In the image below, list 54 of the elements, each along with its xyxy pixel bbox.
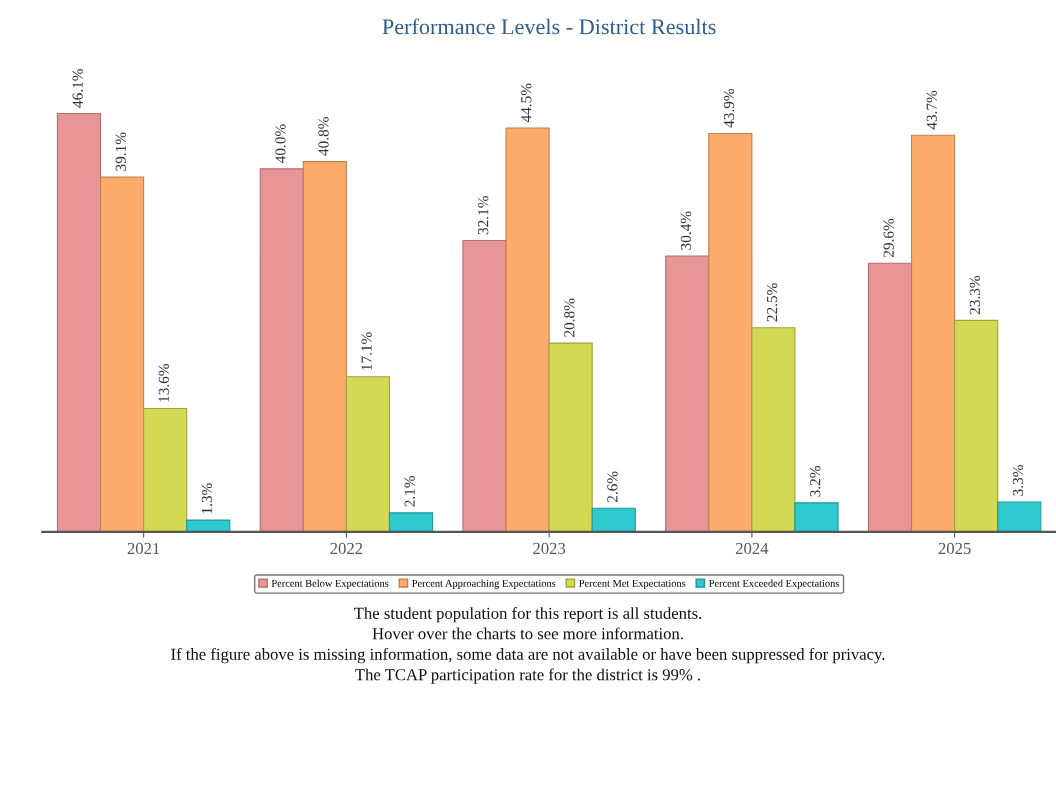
data-label: 39.1% [115,132,126,171]
bar [345,376,391,532]
legend-label: Percent Met Expectations [579,579,686,589]
bar [143,407,188,532]
data-label: 2.1% [404,475,415,507]
bar [910,134,956,532]
data-label: 1.3% [201,483,213,514]
text: The TCAP participation rate for the district is 99% . [355,668,701,684]
legend-label: Percent Below Expectations [271,579,389,589]
data-label: 43.9% [723,88,735,128]
bar [997,501,1042,532]
bar [259,168,304,532]
bar [708,132,753,532]
data-label: 46.1% [72,69,83,108]
text: If the figure above is missing information, some data are not available or have been suppressed for privacy. [171,647,885,664]
bar [186,519,231,532]
x-tick-label: 2024 [735,542,769,555]
legend-label: Percent Exceeded Expectations [708,579,839,589]
legend-label: Percent Approaching Expectations [412,579,556,589]
bar [462,240,507,532]
text: The student population for this report is all students. [354,607,702,623]
text: Hover over the charts to see more information. [372,627,683,640]
data-label: 20.8% [564,298,575,337]
bar [794,502,839,532]
bar [751,327,796,532]
data-label: 44.5% [521,83,532,123]
bar [388,512,434,532]
data-label: 40.0% [275,124,286,163]
data-label: 29.6% [883,218,894,258]
bar [56,112,102,532]
data-label: 40.8% [318,117,329,156]
data-label: 32.1% [478,196,489,235]
bar [505,127,550,532]
data-label: 3.2% [810,466,821,497]
data-label: 17.1% [361,332,372,370]
data-label: 2.6% [607,471,618,503]
bar [302,161,347,532]
bar [99,176,145,532]
x-tick-label: 2021 [127,542,160,555]
data-label: 13.6% [158,363,170,402]
data-label: 43.7% [926,90,937,130]
x-tick-label: 2025 [938,542,971,555]
data-label: 3.3% [1012,465,1024,496]
data-label: 23.3% [969,275,981,315]
bar [867,262,913,532]
data-label: 30.4% [680,211,692,250]
x-tick-label: 2022 [330,542,363,555]
data-label: 22.5% [766,283,778,322]
chart-title: Performance Levels - District Results [382,18,716,35]
bar [954,319,999,532]
bar [665,255,710,532]
bar [591,507,636,532]
x-tick-label: 2023 [533,542,566,555]
bar [548,342,593,532]
